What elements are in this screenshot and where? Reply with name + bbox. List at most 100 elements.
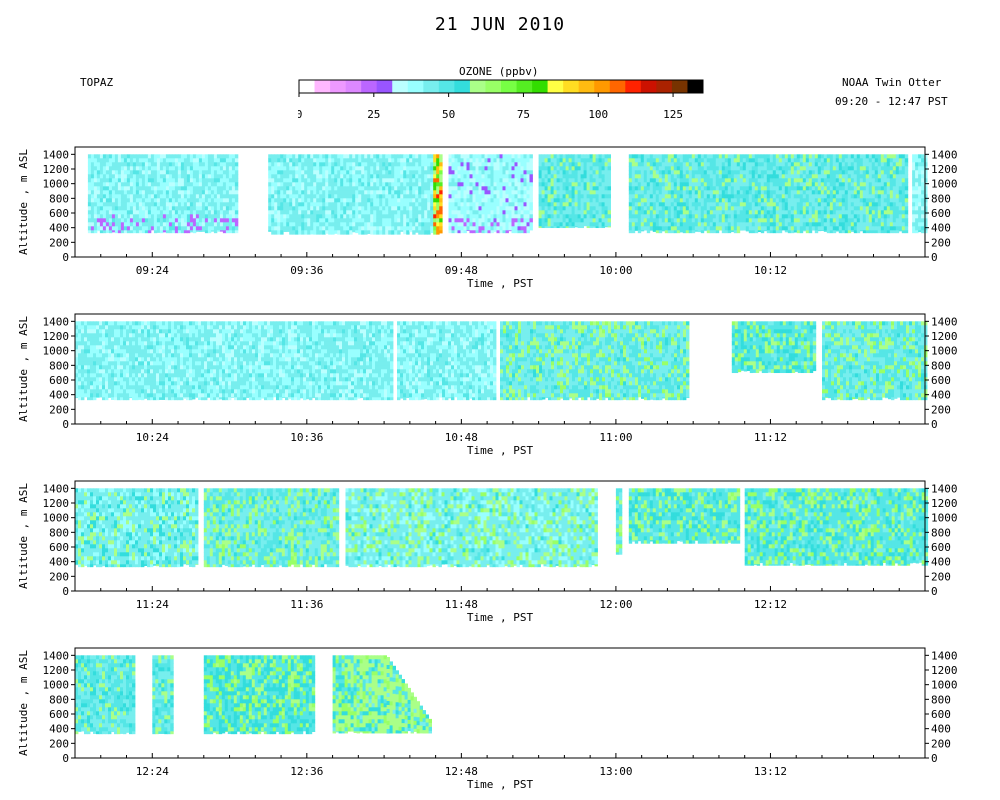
ozone-cell [631,214,636,219]
ozone-cell [105,158,110,163]
ozone-cell [277,190,281,195]
ozone-cell [850,210,855,215]
ozone-cell [469,194,473,199]
ozone-cell [559,214,563,219]
ozone-cell [814,222,819,227]
ozone-cell [135,174,140,179]
ozone-cell [475,186,479,191]
ozone-cell [796,174,801,179]
ozone-cell [117,174,122,179]
ozone-cell [892,154,897,159]
ozone-cell [487,210,491,215]
ozone-cell [526,166,530,171]
ozone-cell [280,174,284,179]
ozone-cell [183,186,188,191]
ozone-cell [769,214,774,219]
ozone-cell [658,174,663,179]
ozone-cell [796,202,801,207]
ozone-cell [580,222,584,227]
ozone-cell [478,202,482,207]
ozone-cell [207,190,212,195]
ozone-cell [439,226,443,231]
ozone-cell [889,178,894,183]
ozone-cell [640,186,645,191]
ozone-cell [787,190,792,195]
ozone-cell [694,206,699,211]
ozone-cell [640,190,645,195]
ozone-cell [658,214,663,219]
ozone-cell [144,174,149,179]
ozone-cell [601,186,605,191]
ozone-cell [502,230,506,234]
ozone-cell [204,154,209,159]
ozone-cell [87,178,92,183]
ozone-cell [673,174,678,179]
ozone-cell [586,194,590,199]
ozone-cell [328,206,332,211]
ozone-cell [784,178,789,183]
ozone-cell [328,210,332,215]
ozone-cell [733,218,738,223]
ozone-cell [841,182,846,187]
ozone-cell [132,194,137,199]
ozone-cell [817,154,822,159]
ozone-cell [787,226,792,231]
ozone-cell [439,190,443,195]
ozone-cell [844,210,849,215]
ozone-cell [853,222,858,227]
ozone-cell [841,170,846,175]
ozone-cell [835,158,840,163]
ozone-cell [838,158,843,163]
ozone-cell [793,158,798,163]
ozone-cell [526,182,530,187]
ozone-cell [436,206,440,211]
ozone-cell [781,210,786,215]
ozone-cell [490,190,494,195]
ozone-cell [427,210,431,215]
ozone-cell [838,214,843,219]
ozone-cell [553,218,557,223]
ozone-cell [313,178,317,183]
ozone-cell [700,198,705,203]
ozone-cell [826,178,831,183]
ozone-cell [337,158,341,163]
ozone-cell [358,214,362,219]
ozone-cell [490,222,494,227]
ozone-cell [373,170,377,175]
ozone-cell [601,190,605,195]
ozone-cell [379,182,383,187]
ozone-cell [799,182,804,187]
ozone-cell [664,230,669,234]
ozone-cell [274,178,278,183]
ozone-cell [168,162,173,167]
ozone-cell [439,202,443,207]
ozone-cell [658,162,663,167]
ozone-cell [694,194,699,199]
ozone-cell [352,166,356,171]
ozone-cell [373,174,377,179]
ozone-cell [225,198,230,203]
ozone-cell [781,218,786,223]
ozone-cell [649,202,654,207]
ozone-cell [436,154,440,159]
ozone-cell [880,218,885,223]
ozone-cell [364,162,368,167]
ozone-cell [117,186,122,191]
ozone-cell [430,158,434,163]
ozone-cell [373,202,377,207]
ozone-cell [745,230,750,232]
ozone-cell [156,186,161,191]
ozone-cell [283,170,287,175]
ozone-cell [787,170,792,175]
ozone-cell [168,154,173,159]
ozone-cell [225,170,230,175]
ozone-cell [382,218,386,223]
ozone-cell [219,158,224,163]
ozone-cell [880,190,885,195]
ozone-cell [301,226,305,231]
ozone-cell [865,226,870,231]
ozone-cell [391,154,395,159]
ozone-cell [580,206,584,211]
ozone-cell [880,210,885,215]
ozone-cell [889,162,894,167]
